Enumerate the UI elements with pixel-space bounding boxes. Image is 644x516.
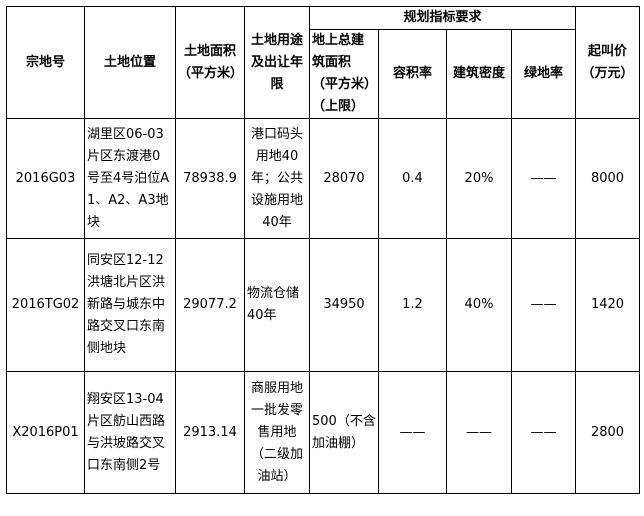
- cell-green-ratio: ——: [510, 118, 577, 239]
- header-plot-ratio: 容积率: [378, 29, 447, 119]
- cell-green-ratio: ——: [510, 238, 577, 372]
- cell-price: 2800: [575, 371, 641, 494]
- cell-floor-area: 34950: [309, 238, 379, 372]
- cell-plot-ratio: 1.2: [378, 238, 447, 372]
- header-planning-group: 规划指标要求: [308, 6, 577, 30]
- cell-density: 20%: [446, 118, 512, 239]
- cell-density: 40%: [446, 238, 512, 372]
- cell-location: 同安区12-12洪塘北片区洪新路与城东中路交叉口东南侧地块: [84, 238, 176, 372]
- cell-usage: 港口码头用地40年；公共设施用地40年: [244, 118, 310, 239]
- cell-area: 29077.2: [175, 238, 245, 372]
- land-auction-table: 宗地号 土地位置 土地面积（平方米） 土地用途及出让年限 规划指标要求 起叫价（…: [6, 6, 641, 494]
- cell-parcel-no: 2016TG02: [6, 238, 85, 372]
- cell-density: ——: [446, 371, 512, 494]
- header-parcel-no: 宗地号: [6, 6, 85, 119]
- header-price: 起叫价（万元）: [575, 6, 641, 119]
- cell-parcel-no: X2016P01: [6, 371, 85, 494]
- cell-floor-area: 28070: [309, 118, 379, 239]
- header-location: 土地位置: [84, 6, 176, 119]
- header-green-ratio: 绿地率: [510, 29, 577, 119]
- cell-area: 2913.14: [175, 371, 245, 494]
- cell-location: 湖里区06-03片区东渡港0号至4号泊位A1、A2、A3地块: [84, 118, 176, 239]
- table-row: 2016G03 湖里区06-03片区东渡港0号至4号泊位A1、A2、A3地块 7…: [6, 118, 641, 239]
- header-row: 宗地号 土地位置 土地面积（平方米） 土地用途及出让年限 规划指标要求 起叫价（…: [6, 6, 641, 119]
- cell-area: 78938.9: [175, 118, 245, 239]
- header-density: 建筑密度: [446, 29, 512, 119]
- cell-usage: 商服用地一批发零售用地（二级加油站）: [244, 371, 310, 494]
- cell-plot-ratio: 0.4: [378, 118, 447, 239]
- cell-location: 翔安区13-04片区舫山西路与洪坡路交叉口东南侧2号: [84, 371, 176, 494]
- cell-floor-area: 500（不含加油棚）: [309, 371, 379, 494]
- cell-green-ratio: ——: [510, 371, 577, 494]
- table-row: 2016TG02 同安区12-12洪塘北片区洪新路与城东中路交叉口东南侧地块 2…: [6, 238, 641, 372]
- cell-price: 8000: [575, 118, 641, 239]
- cell-usage: 物流仓储40年: [244, 238, 310, 372]
- subheader-row: 地上总建筑面积（平方米）（上限） 容积率 建筑密度 绿地率: [7, 29, 640, 119]
- header-usage: 土地用途及出让年限: [244, 6, 310, 119]
- cell-plot-ratio: ——: [378, 371, 447, 494]
- header-area: 土地面积（平方米）: [175, 6, 245, 119]
- cell-parcel-no: 2016G03: [6, 118, 85, 239]
- table-row: X2016P01 翔安区13-04片区舫山西路与洪坡路交叉口东南侧2号 2913…: [6, 371, 641, 494]
- cell-price: 1420: [575, 238, 641, 372]
- header-floor-area: 地上总建筑面积（平方米）（上限）: [309, 29, 379, 119]
